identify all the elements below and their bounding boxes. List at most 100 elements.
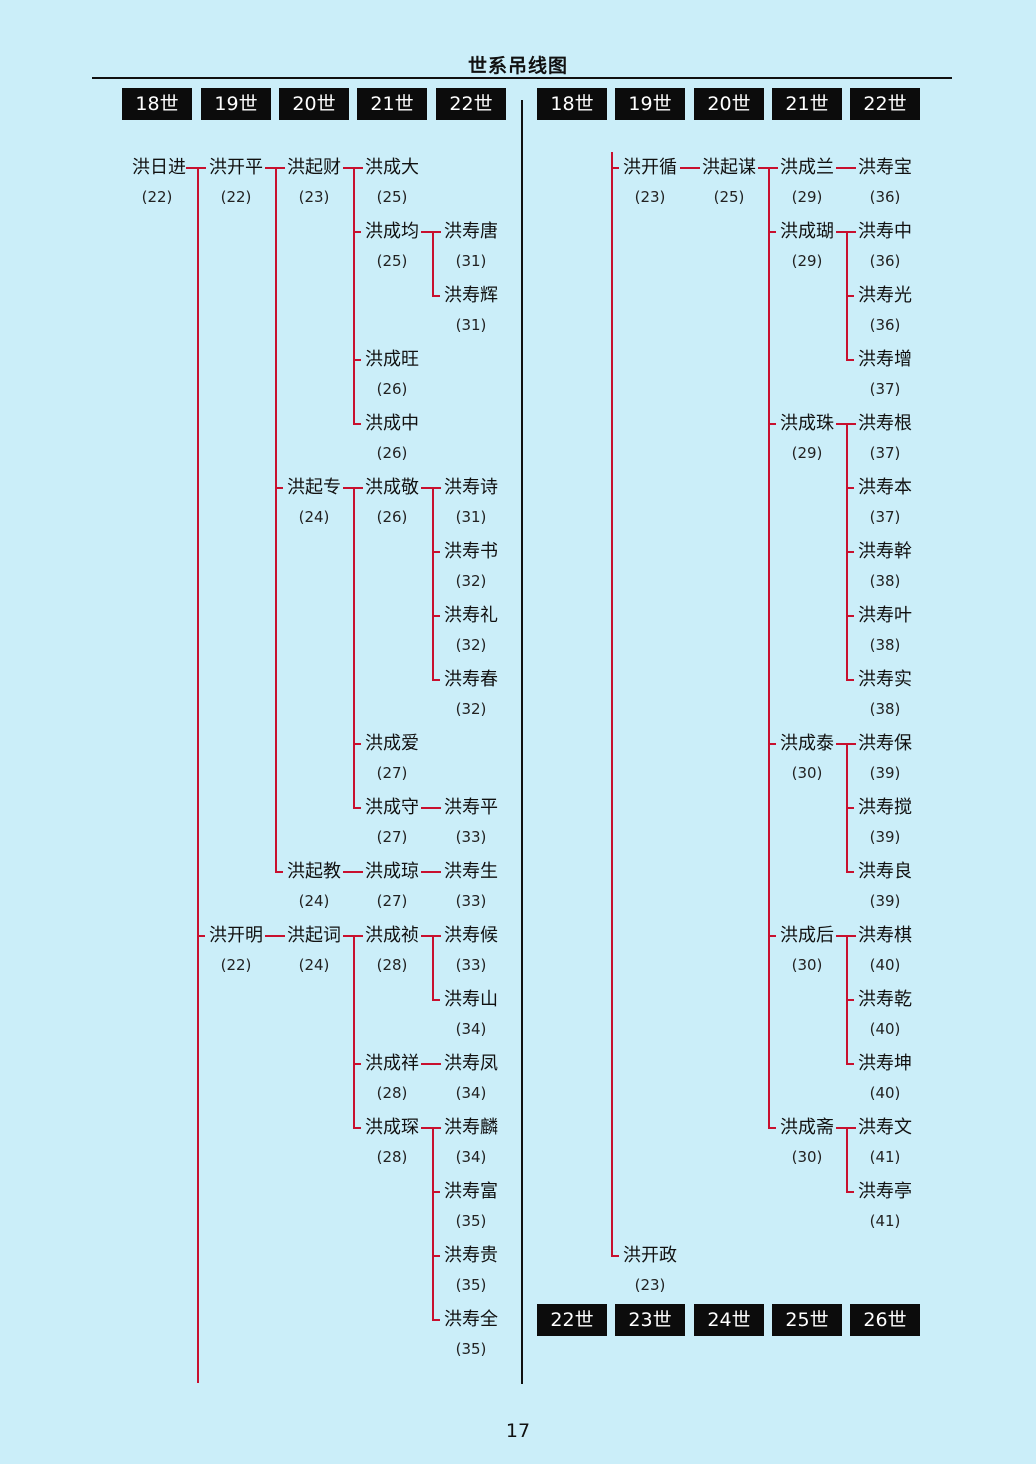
person-count: (23) [634, 1276, 666, 1294]
header-right-21: 21世 [772, 88, 842, 120]
footer-header-24: 24世 [694, 1304, 764, 1336]
person-name: 洪成琛 [365, 1117, 419, 1138]
person-name: 洪成均 [365, 221, 419, 242]
branch-21f [353, 743, 361, 745]
person-count: (36) [869, 252, 901, 270]
trunk-20d [353, 935, 355, 1127]
branch-22f [432, 679, 440, 681]
branch-21j [353, 1063, 361, 1065]
branch-22h-right [846, 615, 854, 617]
branch-21d [353, 423, 361, 425]
trunk-21i [432, 935, 434, 999]
branch-21b-right [768, 231, 776, 233]
person-name: 洪起谋 [702, 157, 756, 178]
branch-22m [432, 1191, 440, 1193]
person-name: 洪寿富 [444, 1181, 498, 1202]
person-name: 洪起词 [287, 925, 341, 946]
link-21d-22j-right [836, 743, 856, 745]
person-count: (39) [869, 828, 901, 846]
trunk-21f-right [846, 1127, 848, 1191]
person-name: 洪寿光 [858, 285, 912, 306]
trunk-18 [197, 167, 199, 1383]
person-count: (40) [869, 1084, 901, 1102]
footer-header-22: 22世 [537, 1304, 607, 1336]
person-count: (27) [376, 828, 408, 846]
person-count: (24) [298, 956, 330, 974]
branch-22n-right [846, 999, 854, 1001]
person-count: (35) [455, 1212, 487, 1230]
branch-19b [197, 935, 205, 937]
link-21b-22a [421, 231, 441, 233]
person-name: 洪起教 [287, 861, 341, 882]
person-name: 洪寿棋 [858, 925, 912, 946]
person-count: (23) [298, 188, 330, 206]
link-21k-22l [421, 1127, 441, 1129]
person-name: 洪寿礼 [444, 605, 498, 626]
person-count: (24) [298, 508, 330, 526]
link-20b-21e [343, 487, 363, 489]
person-count: (28) [376, 956, 408, 974]
person-name: 洪成爱 [365, 733, 419, 754]
branch-22i-right [846, 679, 854, 681]
person-name: 洪日进 [132, 157, 186, 178]
person-count: (25) [376, 188, 408, 206]
branch-22e [432, 615, 440, 617]
header-left-20: 20世 [279, 88, 349, 120]
person-count: (41) [869, 1212, 901, 1230]
person-count: (28) [376, 1148, 408, 1166]
person-count: (31) [455, 252, 487, 270]
header-left-19: 19世 [201, 88, 271, 120]
person-count: (39) [869, 892, 901, 910]
person-name: 洪寿山 [444, 989, 498, 1010]
person-name: 洪寿亭 [858, 1181, 912, 1202]
branch-21k [353, 1127, 361, 1129]
person-name: 洪寿春 [444, 669, 498, 690]
branch-21b [353, 231, 361, 233]
trunk-21k [432, 1127, 434, 1319]
link-21c-22e-right [836, 423, 856, 425]
header-right-20: 20世 [694, 88, 764, 120]
branch-21d-right [768, 743, 776, 745]
person-count: (32) [455, 636, 487, 654]
person-count: (33) [455, 892, 487, 910]
person-name: 洪寿生 [444, 861, 498, 882]
link-19a-20a [265, 167, 285, 169]
person-name: 洪成祯 [365, 925, 419, 946]
person-count: (35) [455, 1276, 487, 1294]
person-count: (33) [455, 828, 487, 846]
person-name: 洪寿良 [858, 861, 912, 882]
trunk-20a-right [768, 167, 770, 1127]
person-name: 洪寿平 [444, 797, 498, 818]
link-19a-20a-right [680, 167, 700, 169]
person-count: (26) [376, 380, 408, 398]
person-count: (30) [791, 956, 823, 974]
person-name: 洪起财 [287, 157, 341, 178]
page-number: 17 [505, 1420, 531, 1442]
person-count: (29) [791, 444, 823, 462]
person-name: 洪寿幹 [858, 541, 912, 562]
link-21b-22b-right [836, 231, 856, 233]
person-count: (37) [869, 380, 901, 398]
person-name: 洪寿凤 [444, 1053, 498, 1074]
person-count: (38) [869, 572, 901, 590]
person-count: (37) [869, 444, 901, 462]
person-count: (40) [869, 956, 901, 974]
person-count: (30) [791, 764, 823, 782]
person-count: (33) [455, 956, 487, 974]
branch-22c-right [846, 295, 854, 297]
branch-21f-right [768, 1127, 776, 1129]
person-count: (22) [141, 188, 173, 206]
link-20a-21a-right [758, 167, 778, 169]
link-21e-22c [421, 487, 441, 489]
person-count: (23) [634, 188, 666, 206]
link-18-19a [186, 167, 206, 169]
person-count: (34) [455, 1020, 487, 1038]
person-count: (30) [791, 1148, 823, 1166]
person-count: (32) [455, 572, 487, 590]
header-left-22: 22世 [436, 88, 506, 120]
person-name: 洪寿唐 [444, 221, 498, 242]
branch-20b [275, 487, 283, 489]
trunk-19a [275, 167, 277, 871]
person-count: (38) [869, 636, 901, 654]
person-count: (36) [869, 316, 901, 334]
